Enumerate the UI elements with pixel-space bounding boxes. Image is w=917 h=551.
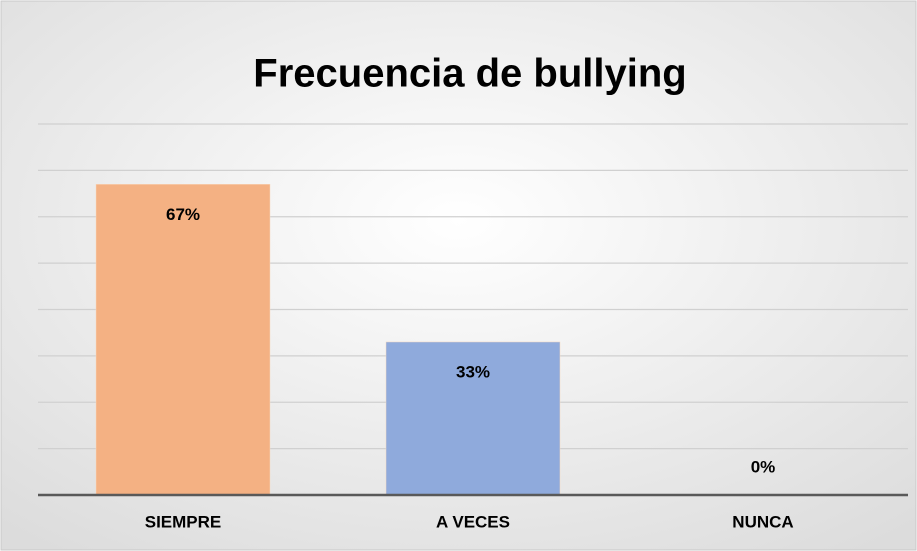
bar [95,184,271,496]
x-tick-label: SIEMPRE [145,512,222,531]
data-label: 67% [166,205,200,224]
data-label: 0% [751,457,776,476]
bar [385,341,561,496]
x-tick-label: A VECES [436,512,510,531]
x-tick-label: NUNCA [732,512,793,531]
chart-title: Frecuencia de bullying [253,52,686,96]
data-label: 33% [456,362,490,381]
